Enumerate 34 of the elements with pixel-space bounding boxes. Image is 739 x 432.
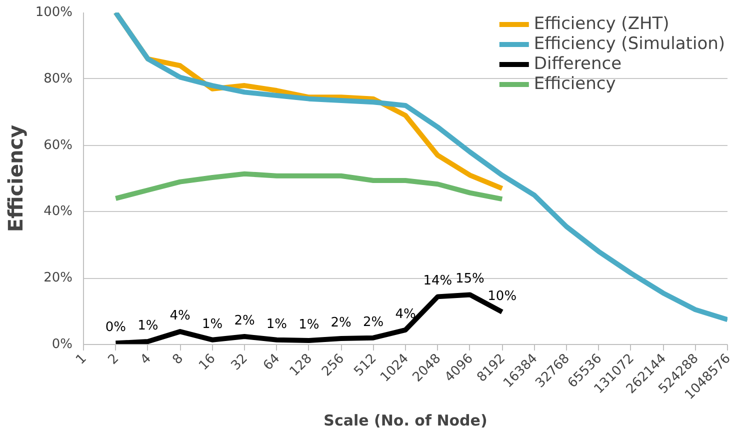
data-label: 14% <box>423 274 452 289</box>
x-tick-label: 16 <box>196 351 219 374</box>
x-tick-label: 4 <box>138 351 154 368</box>
x-tick-label: 2 <box>106 351 122 368</box>
y-tick-label: 80% <box>44 71 73 86</box>
x-tick-label: 128 <box>287 351 316 380</box>
data-label: 0% <box>105 320 126 336</box>
legend-label: Efficiency (ZHT) <box>534 14 670 34</box>
data-label: 2% <box>234 314 255 329</box>
data-label: 4% <box>395 306 416 322</box>
y-axis-title: Efficiency <box>3 124 28 232</box>
y-tick-label: 0% <box>52 337 72 352</box>
data-label: 10% <box>488 288 517 304</box>
data-label: 1% <box>138 318 158 334</box>
data-label: 1% <box>266 316 288 332</box>
data-label: 1% <box>202 316 223 332</box>
legend-label: Efficiency <box>534 74 616 94</box>
legend-label: Difference <box>534 54 622 74</box>
y-tick-label: 20% <box>44 270 73 286</box>
x-tick-label: 8 <box>170 351 186 368</box>
legend-label: Efficiency (Simulation) <box>534 34 725 54</box>
x-axis-title: Scale (No. of Node) <box>324 412 488 430</box>
y-tick-label: 100% <box>35 5 73 20</box>
data-label: 1% <box>298 318 320 333</box>
x-tick-label: 32 <box>228 351 251 374</box>
x-tick-label: 64 <box>260 351 284 374</box>
data-label: 4% <box>170 308 190 324</box>
data-label: 2% <box>362 314 384 330</box>
y-tick-label: 40% <box>44 204 73 220</box>
data-label: 2% <box>330 316 352 331</box>
y-tick-label: 60% <box>44 138 73 153</box>
x-tick-label: 1 <box>73 351 90 368</box>
x-tick-label: 512 <box>352 351 380 380</box>
data-label: 15% <box>455 272 484 287</box>
